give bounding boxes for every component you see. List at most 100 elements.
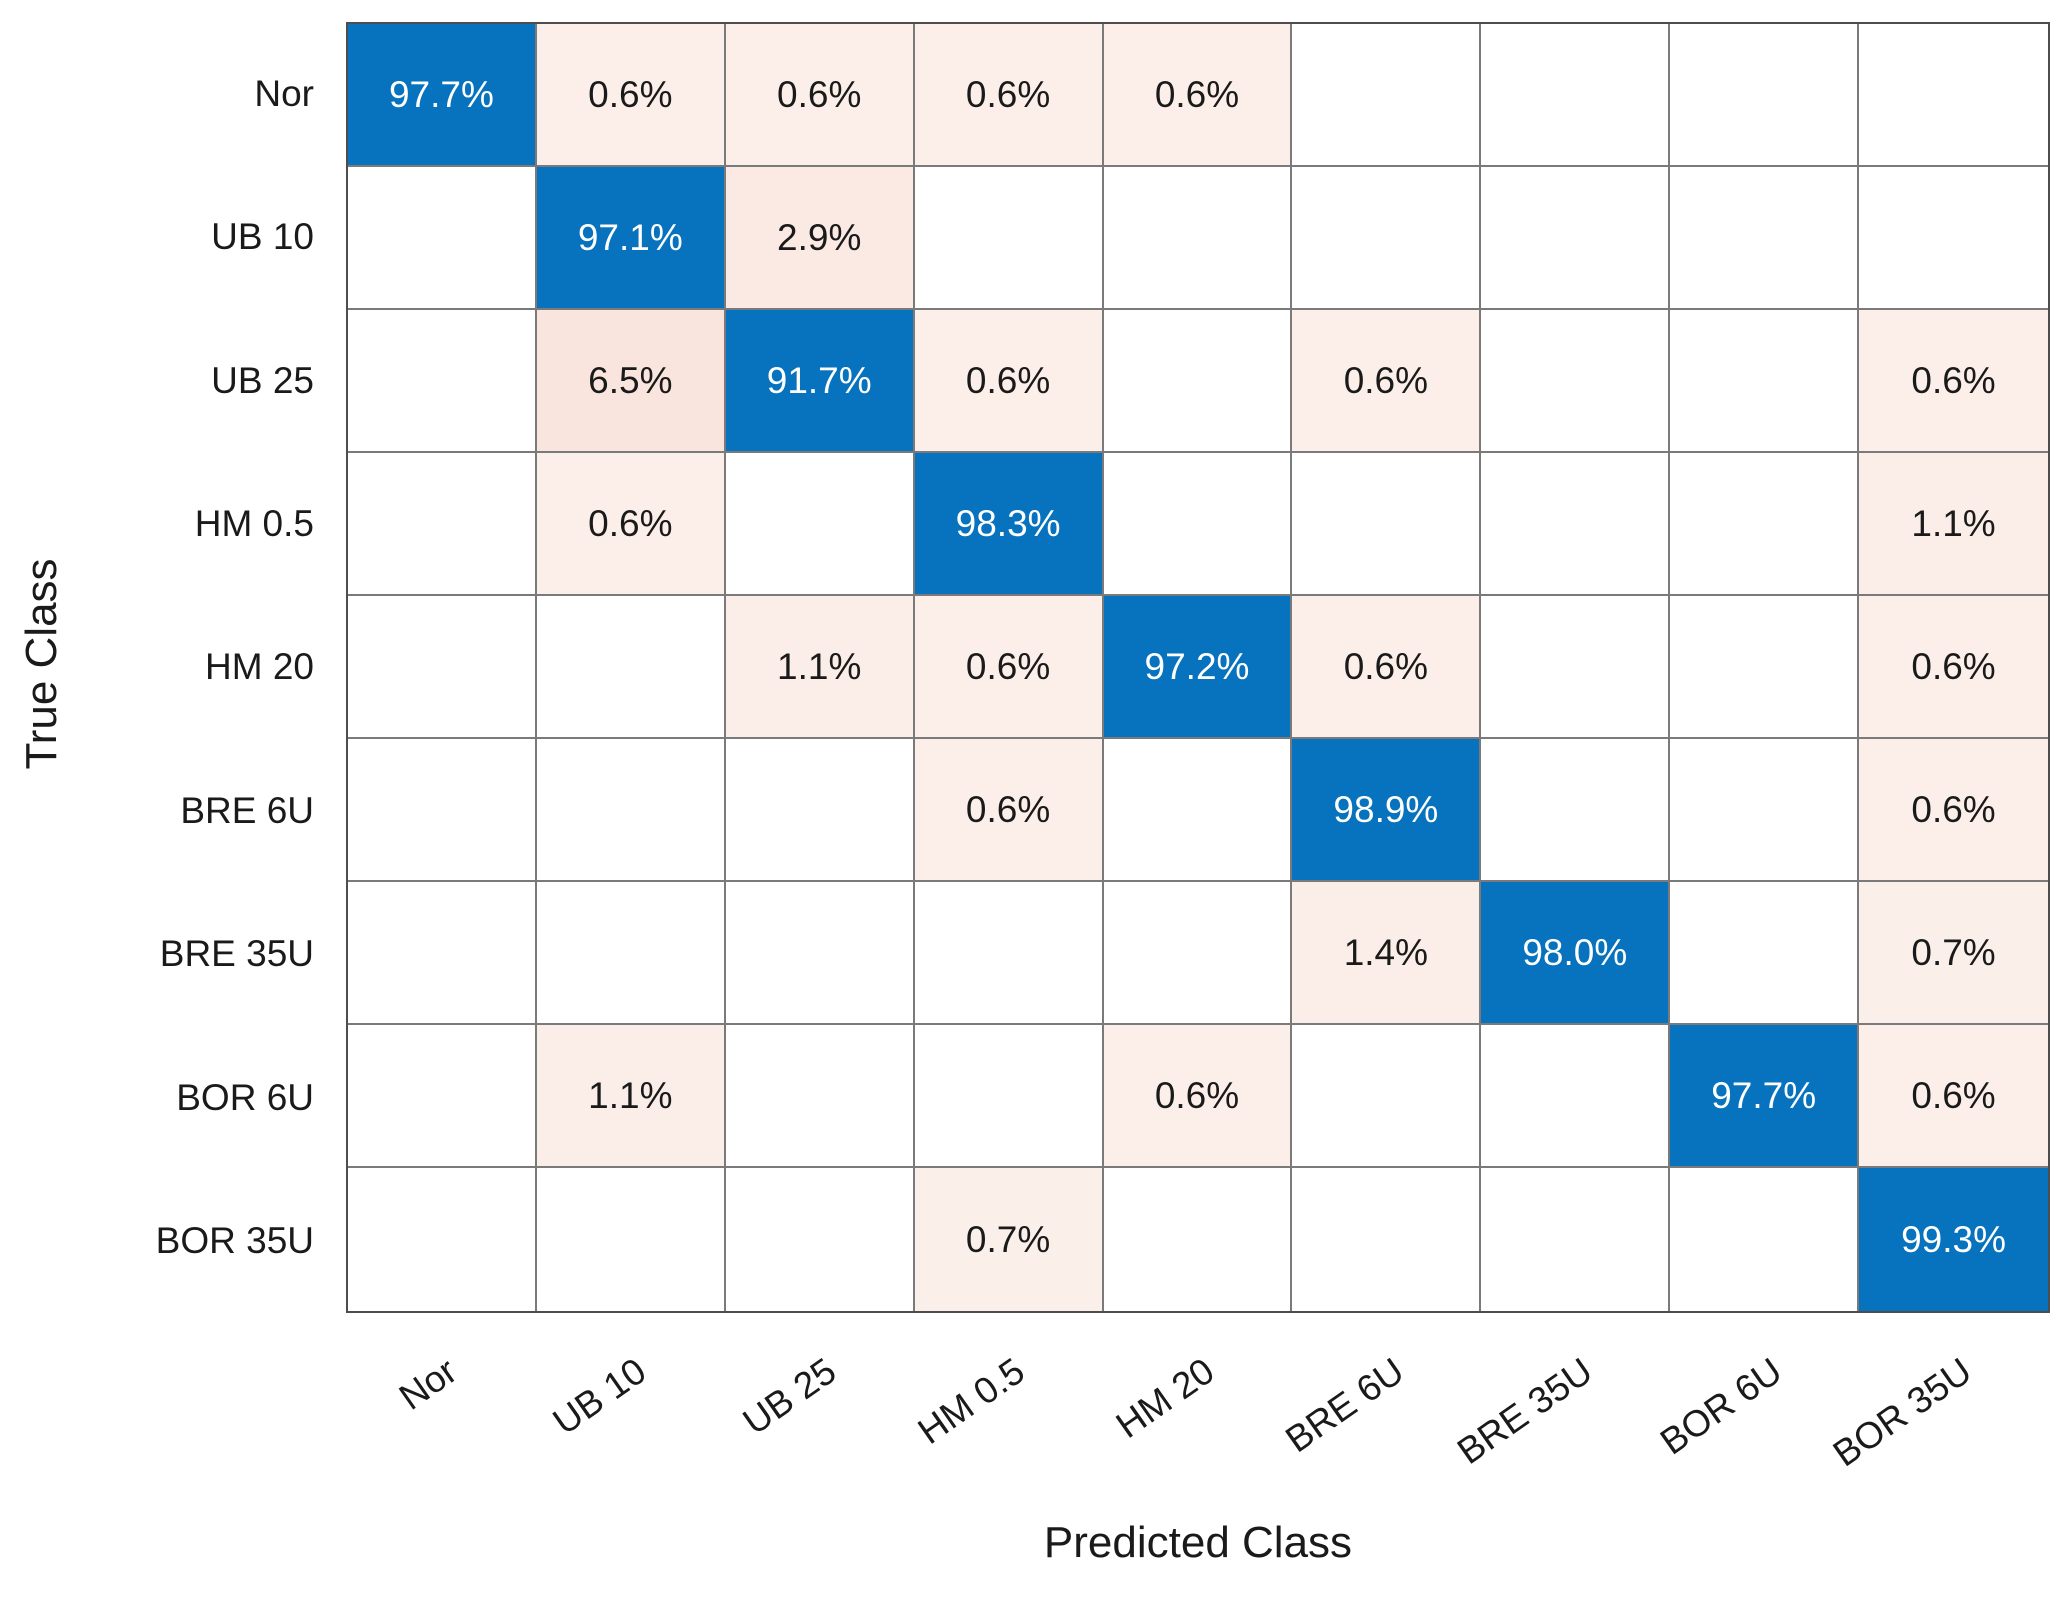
- matrix-cell: [1292, 1168, 1482, 1311]
- matrix-cell: [725, 739, 915, 882]
- matrix-cell: 0.6%: [1859, 310, 2048, 453]
- matrix-cell: [1481, 596, 1671, 739]
- matrix-cell: [348, 453, 537, 596]
- matrix-cell: 91.7%: [725, 310, 915, 453]
- x-tick-label: BOR 35U: [1825, 1350, 1979, 1475]
- matrix-cell: [914, 882, 1104, 1025]
- matrix-cell: 97.1%: [536, 167, 726, 310]
- matrix-cell: 98.3%: [914, 453, 1104, 596]
- matrix-cell: 1.1%: [1859, 453, 2048, 596]
- matrix-cell: [1292, 1025, 1482, 1168]
- x-tick-label: BRE 35U: [1450, 1350, 1601, 1473]
- matrix-cell: 2.9%: [725, 167, 915, 310]
- y-tick-label: HM 20: [205, 646, 314, 688]
- matrix-cell: 98.0%: [1481, 882, 1671, 1025]
- matrix-cell: [1103, 167, 1293, 310]
- matrix-cell: 0.6%: [914, 739, 1104, 882]
- x-tick-labels: Nor UB 10 UB 25 HM 0.5 HM 20 BRE 6U BRE 35U BOR…: [346, 1340, 2050, 1490]
- matrix-cell: [725, 882, 915, 1025]
- matrix-cell: [914, 167, 1104, 310]
- matrix-cell: 0.6%: [1103, 24, 1293, 167]
- matrix-cell: [1292, 167, 1482, 310]
- matrix-cell: [1670, 596, 1860, 739]
- matrix-cell: [1670, 739, 1860, 882]
- matrix-grid: 97.7% 0.6% 0.6% 0.6% 0.6% 97.1% 2.9% 6.5% 91.7% 0…: [346, 22, 2050, 1313]
- x-tick-label: HM 20: [1108, 1350, 1222, 1447]
- matrix-cell: [348, 739, 537, 882]
- x-tick-label: BOR 6U: [1653, 1350, 1790, 1463]
- matrix-cell: [1104, 1168, 1293, 1311]
- matrix-cell: 6.5%: [536, 310, 726, 453]
- matrix-cell: 0.6%: [1859, 596, 2048, 739]
- y-tick-label: BOR 35U: [155, 1220, 314, 1262]
- matrix-cell: [348, 1025, 537, 1168]
- matrix-cell: 0.6%: [725, 24, 915, 167]
- matrix-cell: [536, 596, 726, 739]
- matrix-cell: 1.4%: [1292, 882, 1482, 1025]
- matrix-cell: 0.6%: [1103, 1025, 1293, 1168]
- y-tick-label: Nor: [254, 72, 314, 114]
- y-tick-label: UB 25: [211, 359, 314, 401]
- matrix-cell: [1103, 453, 1293, 596]
- matrix-cell: 97.7%: [348, 24, 537, 167]
- x-axis-title: Predicted Class: [1043, 1518, 1353, 1567]
- matrix-cell: [1481, 310, 1671, 453]
- matrix-cell: [1103, 310, 1293, 453]
- x-tick-label: Nor: [391, 1350, 465, 1418]
- x-tick-label: HM 0.5: [910, 1350, 1033, 1452]
- matrix-cell: 1.1%: [536, 1025, 726, 1168]
- matrix-cell: 0.6%: [1292, 310, 1482, 453]
- matrix-cell: [1670, 167, 1860, 310]
- matrix-cell: [1481, 453, 1671, 596]
- matrix-cell: [348, 167, 537, 310]
- matrix-cell: 97.7%: [1670, 1025, 1860, 1168]
- matrix-cell: [1859, 24, 2048, 167]
- y-tick-labels: Nor UB 10 UB 25 HM 0.5 HM 20 BRE 6U BRE 35U BOR…: [0, 22, 330, 1313]
- matrix-cell: [348, 882, 537, 1025]
- matrix-cell: [348, 1168, 537, 1311]
- matrix-cell: [1103, 882, 1293, 1025]
- matrix-cell: [1670, 24, 1860, 167]
- matrix-cell: 0.6%: [536, 453, 726, 596]
- matrix-cell: [1670, 1168, 1860, 1311]
- matrix-cell: [725, 453, 915, 596]
- matrix-cell: 0.6%: [914, 596, 1104, 739]
- matrix-cell: 0.6%: [1859, 739, 2048, 882]
- matrix-cell: [1481, 739, 1671, 882]
- y-tick-label: BRE 35U: [159, 933, 314, 975]
- matrix-cell: 98.9%: [1292, 739, 1482, 882]
- matrix-cell: [1481, 167, 1671, 310]
- x-tick-label: UB 25: [735, 1350, 843, 1443]
- matrix-cell: [348, 310, 537, 453]
- matrix-cell: 1.1%: [725, 596, 915, 739]
- matrix-cell: 0.6%: [536, 24, 726, 167]
- y-tick-label: BRE 6U: [180, 789, 314, 831]
- matrix-cell: [348, 596, 537, 739]
- matrix-cell: [536, 739, 726, 882]
- matrix-cell: [1481, 1168, 1671, 1311]
- y-tick-label: HM 0.5: [194, 503, 314, 545]
- matrix-cell: [1481, 24, 1671, 167]
- matrix-cell: [1670, 453, 1860, 596]
- matrix-cell: [1103, 739, 1293, 882]
- y-tick-label: UB 10: [211, 216, 314, 258]
- matrix-cell: 0.6%: [914, 310, 1104, 453]
- matrix-cell: [536, 882, 726, 1025]
- matrix-cell: 0.7%: [914, 1168, 1104, 1311]
- matrix-cell: [1292, 453, 1482, 596]
- matrix-cell: 0.6%: [1292, 596, 1482, 739]
- matrix-cell: [1481, 1025, 1671, 1168]
- matrix-cell: [1292, 24, 1482, 167]
- matrix-cell: 0.6%: [914, 24, 1104, 167]
- matrix-cell: [1670, 882, 1860, 1025]
- matrix-cell: 0.7%: [1859, 882, 2048, 1025]
- matrix-cell: 99.3%: [1859, 1168, 2048, 1311]
- matrix-cell: 0.6%: [1859, 1025, 2048, 1168]
- matrix-cell: [1670, 310, 1860, 453]
- matrix-cell: [725, 1025, 915, 1168]
- matrix-cell: [726, 1168, 915, 1311]
- matrix-cell: [914, 1025, 1104, 1168]
- matrix-cell: [1859, 167, 2048, 310]
- x-tick-label: BRE 6U: [1277, 1350, 1411, 1461]
